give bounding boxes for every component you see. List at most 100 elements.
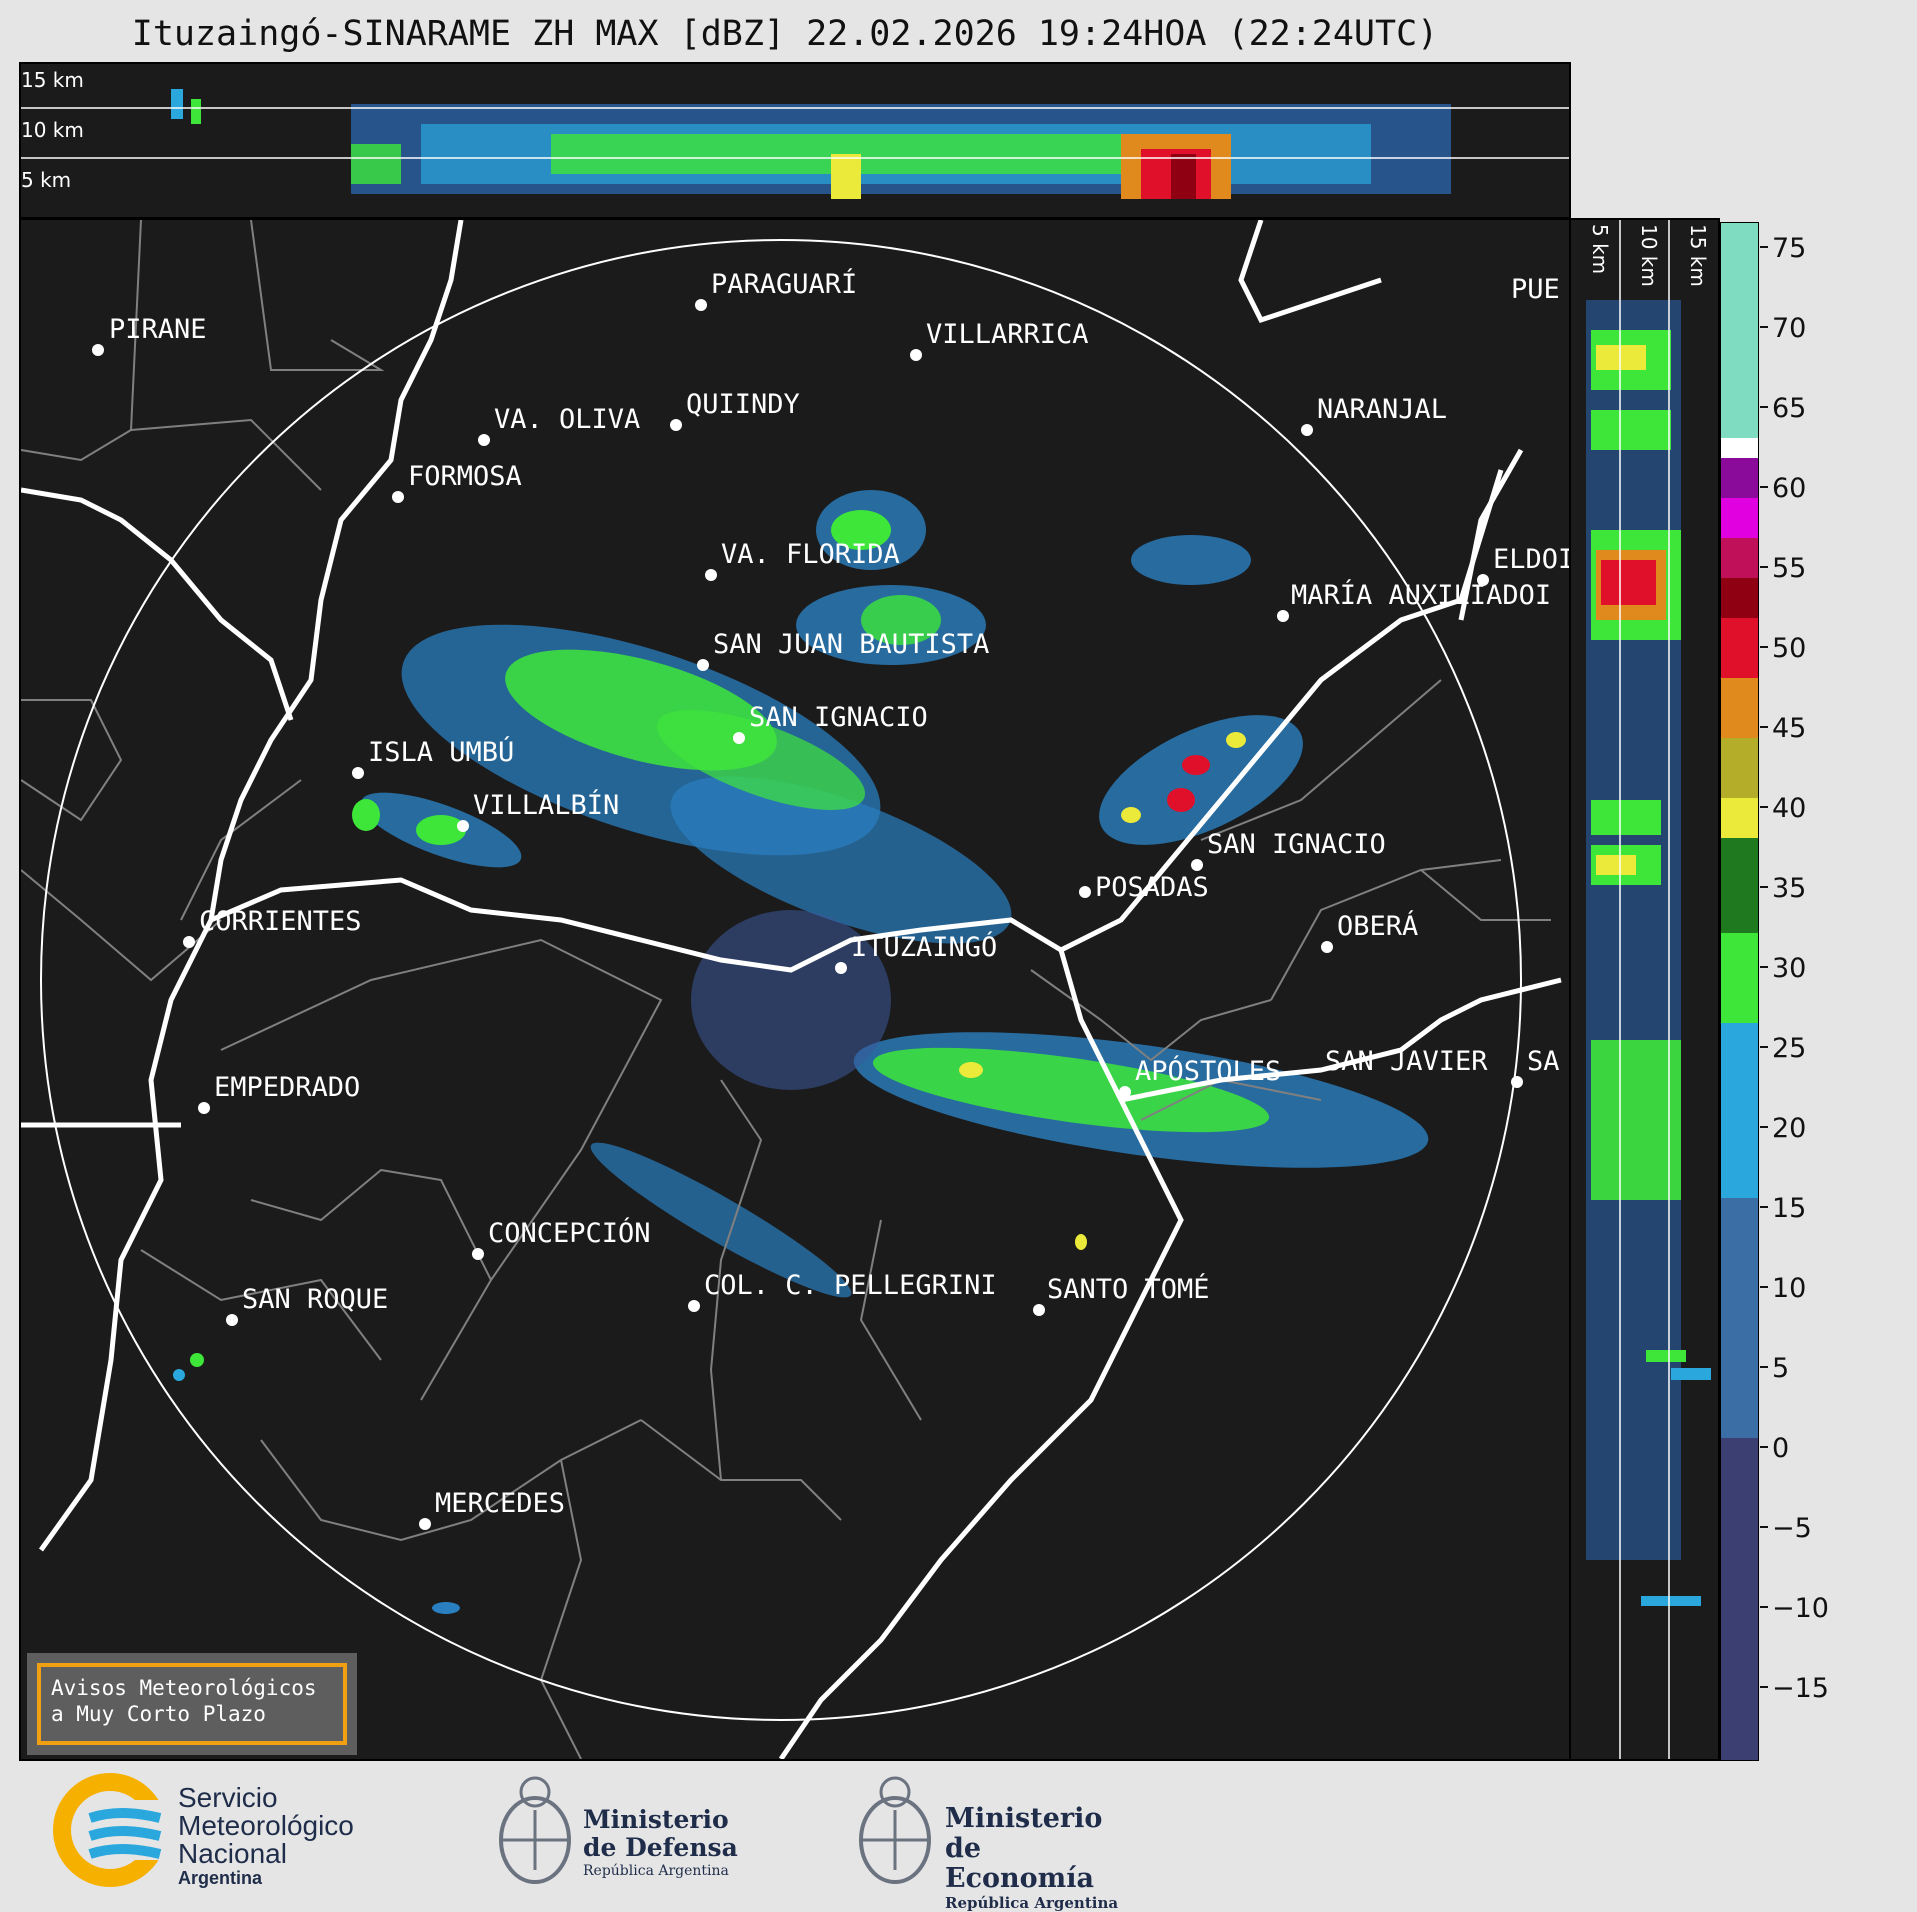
page-title: Ituzaingó-SINARAME ZH MAX [dBZ] 22.02.20… <box>131 14 1439 54</box>
top-5km-label: 5 km <box>21 168 71 192</box>
warning-text: Avisos Meteorológicos a Muy Corto Plazo <box>37 1663 347 1745</box>
city-dot <box>226 1314 238 1326</box>
city-dot <box>472 1248 484 1260</box>
city-label: VA. FLORIDA <box>721 539 900 570</box>
city-dot <box>910 349 922 361</box>
colorbar-band-steel <box>1721 1198 1758 1438</box>
city-label: PUE <box>1511 274 1560 305</box>
city-label: POSADAS <box>1095 872 1209 903</box>
city-label: MARÍA AUXILIADOI <box>1291 579 1551 611</box>
city-label: MERCEDES <box>435 1488 565 1519</box>
defensa-text-2: de Defensa <box>583 1833 738 1862</box>
city-label: SA <box>1527 1046 1560 1077</box>
side-echo-band <box>1586 300 1711 1606</box>
city-label: NARANJAL <box>1317 394 1447 425</box>
defensa-text-3: República Argentina <box>583 1863 729 1879</box>
colorbar-tick-label: 70 <box>1772 313 1806 344</box>
city-dot <box>1191 859 1203 871</box>
city-dot <box>1301 424 1313 436</box>
argentina-seal-icon <box>859 1776 931 1884</box>
city-dot <box>198 1102 210 1114</box>
top-10km-label: 10 km <box>21 118 84 142</box>
smn-text-3: Nacional <box>178 1838 287 1869</box>
city-label: ELDOI <box>1493 544 1569 575</box>
city-dot <box>92 344 104 356</box>
city-dot <box>183 936 195 948</box>
city-label: ISLA UMBÚ <box>368 736 514 768</box>
city-label: PARAGUARÍ <box>711 268 857 300</box>
city-label: SAN IGNACIO <box>1207 829 1386 860</box>
city-label: PIRANE <box>109 314 207 345</box>
city-dot <box>688 1300 700 1312</box>
city-label: SAN IGNACIO <box>749 702 928 733</box>
top-15km-label: 15 km <box>21 68 84 92</box>
defensa-logo: Ministerio de Defensa República Argentin… <box>495 1770 755 1900</box>
colorbar-band-yellow <box>1721 798 1758 838</box>
colorbar-band-green <box>1721 933 1758 1023</box>
colorbar-tick-label: 15 <box>1772 1193 1806 1224</box>
city-label: VILLALBÍN <box>473 789 619 821</box>
economia-text-3: República Argentina <box>945 1894 1119 1912</box>
city-label: VA. OLIVA <box>494 404 640 435</box>
smn-emblem-icon <box>53 1773 170 1887</box>
colorbar-band-mint <box>1721 223 1758 458</box>
smn-logo: Servicio Meteorológico Nacional Argentin… <box>50 1770 390 1900</box>
city-label: CORRIENTES <box>199 906 362 937</box>
argentina-seal-icon <box>499 1776 571 1884</box>
city-dot <box>1079 886 1091 898</box>
city-dot <box>392 491 404 503</box>
colorbar-tick-label: 0 <box>1772 1433 1789 1464</box>
side-15km-label: 15 km <box>1686 224 1710 287</box>
city-label: SAN JUAN BAUTISTA <box>713 629 989 660</box>
colorbar-tick-label: 25 <box>1772 1033 1806 1064</box>
colorbar-tick-label: 65 <box>1772 393 1806 424</box>
city-dot <box>1511 1076 1523 1088</box>
city-label: VILLARRICA <box>926 319 1089 350</box>
city-dot <box>478 434 490 446</box>
city-label: QUIINDY <box>686 389 800 420</box>
colorbar-tick-label: 10 <box>1772 1273 1806 1304</box>
colorbar-tick-label: 30 <box>1772 953 1806 984</box>
colorbar-tick-label: 55 <box>1772 553 1806 584</box>
colorbar-band-navy <box>1721 1438 1758 1760</box>
side-10km-label: 10 km <box>1637 224 1661 287</box>
city-dot <box>457 820 469 832</box>
city-label: CONCEPCIÓN <box>488 1217 651 1249</box>
radar-map-panel[interactable]: PIRANE PARAGUARÍ VILLARRICA PUE QUIINDY … <box>19 218 1574 1761</box>
colorbar-tick-label: 50 <box>1772 633 1806 664</box>
colorbar-band-cyan <box>1721 1023 1758 1198</box>
city-dot <box>1321 941 1333 953</box>
city-label: COL. C. PELLEGRINI <box>704 1270 997 1301</box>
city-dot <box>670 419 682 431</box>
defensa-text-1: Ministerio <box>583 1805 729 1834</box>
city-dot <box>1277 610 1289 622</box>
rivers-borders <box>20 219 1562 1761</box>
province-borders <box>20 219 1551 1760</box>
city-label: APÓSTOLES <box>1135 1055 1281 1087</box>
smn-text-1: Servicio <box>178 1782 278 1813</box>
colorbar-band-magenta <box>1721 498 1758 538</box>
city-dot <box>733 732 745 744</box>
city-dot <box>1119 1086 1131 1098</box>
warning-box[interactable]: Avisos Meteorológicos a Muy Corto Plazo <box>27 1653 357 1755</box>
city-label: SAN JAVIER <box>1325 1046 1488 1077</box>
radar-echoes <box>173 490 1429 1614</box>
colorbar-tick-label: 40 <box>1772 793 1806 824</box>
city-dot <box>1477 574 1489 586</box>
smn-text-4: Argentina <box>178 1868 263 1888</box>
colorbar-tick-label: −15 <box>1772 1673 1829 1704</box>
city-label: FORMOSA <box>408 461 522 492</box>
city-dot <box>695 299 707 311</box>
colorbar-tick-label: 75 <box>1772 233 1806 264</box>
city-dot <box>352 767 364 779</box>
colorbar-tick-label: 5 <box>1772 1353 1789 1384</box>
city-dot <box>705 569 717 581</box>
radar-range-circle <box>40 239 1522 1721</box>
colorbar-tick-label: 20 <box>1772 1113 1806 1144</box>
city-markers: PIRANE PARAGUARÍ VILLARRICA PUE QUIINDY … <box>92 268 1574 1530</box>
colorbar-tick-label: −10 <box>1772 1593 1829 1624</box>
city-label: ITUZAINGÓ <box>851 931 997 963</box>
city-label: SAN ROQUE <box>242 1284 388 1315</box>
city-dot <box>697 659 709 671</box>
